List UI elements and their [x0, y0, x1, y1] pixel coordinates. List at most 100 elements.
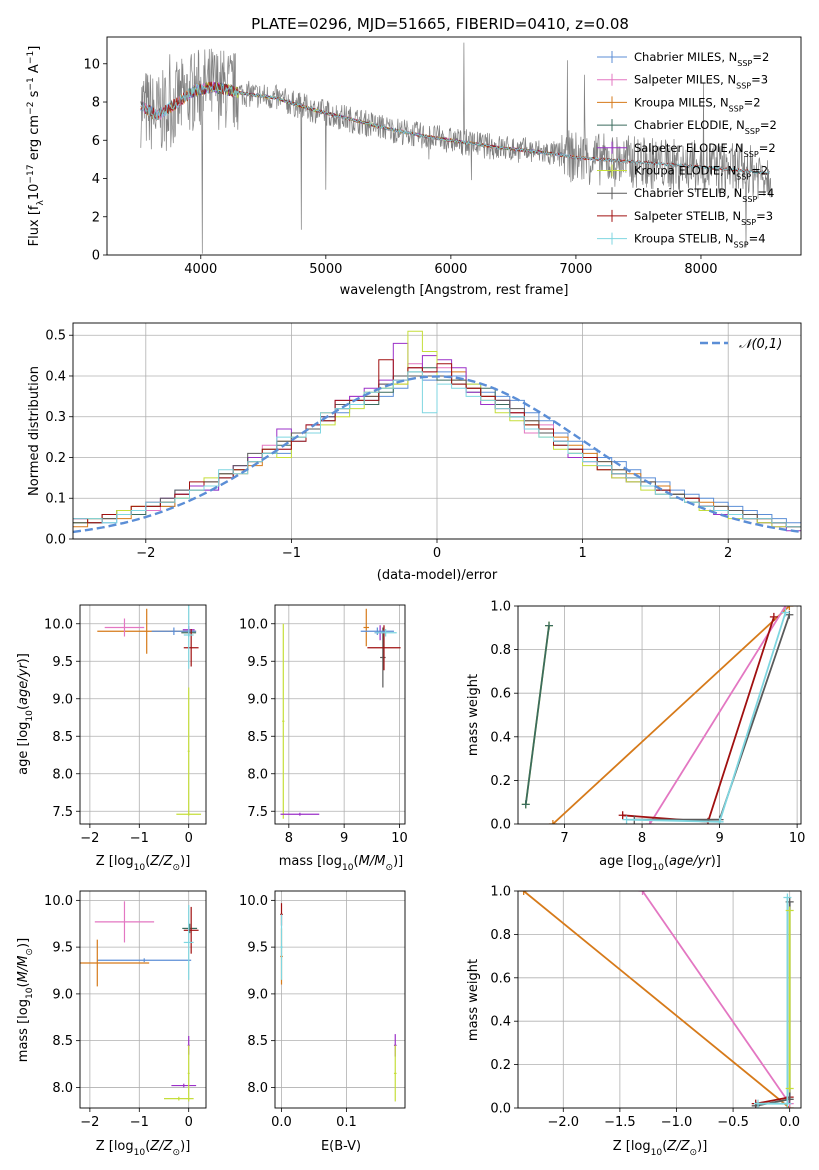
- errorbar-point: [393, 1045, 397, 1102]
- legend-label: Kroupa MILES, NSSP=2: [634, 95, 761, 113]
- x-tick-label: 7000: [559, 262, 592, 277]
- y-tick-label: 10.0: [239, 617, 268, 632]
- massweight-marker: [781, 608, 790, 617]
- y-tick-label: 8.5: [247, 730, 268, 745]
- x-tick-label: 6000: [434, 262, 467, 277]
- plot-area: [80, 901, 199, 1102]
- errorbar-point: [380, 627, 386, 688]
- y-tick-label: 0.4: [490, 730, 511, 745]
- errorbar-point: [280, 914, 283, 980]
- x-tick-label: 7: [560, 831, 568, 846]
- massweight-line: [758, 897, 789, 1105]
- x-tick-label: 0.1: [336, 1115, 357, 1130]
- legend-label: Kroupa ELODIE, NSSP=2: [634, 164, 768, 182]
- axes-frame: [79, 890, 207, 1109]
- axes-frame: [79, 604, 207, 825]
- x-axis-label: Z [log10(Z/Z⊙)]: [96, 854, 191, 873]
- massweight-marker: [715, 817, 724, 824]
- y-tick-label: 0.2: [45, 451, 66, 466]
- massweight-vs-age-panel: 7 8 9 10 0.0 0.2 0.4 0.6 0.8 1.0 age [log10(age/yr…: [466, 600, 805, 874]
- y-tick-label: 0.2: [490, 774, 511, 789]
- y-tick-label: 9.5: [247, 655, 268, 670]
- x-tick-label: −2: [80, 831, 99, 846]
- y-tick-label: 0.0: [490, 1102, 511, 1117]
- y-tick-label: 0.3: [45, 410, 66, 425]
- x-axis-label: E(B-V): [321, 1139, 361, 1154]
- x-tick-label: −1: [282, 546, 301, 561]
- y-axis-label: Normed distribution: [27, 366, 42, 496]
- plot-area: [280, 903, 397, 1102]
- massweight-marker: [783, 1099, 792, 1108]
- massweight-marker: [753, 1099, 762, 1108]
- errorbar-point: [360, 627, 394, 635]
- legend-label: Salpeter ELODIE, NSSP=2: [634, 141, 776, 159]
- x-tick-label: −1: [130, 1115, 149, 1130]
- y-tick-label: 9.0: [247, 987, 268, 1002]
- massweight-marker: [769, 612, 778, 621]
- errorbar-point: [151, 627, 197, 635]
- y-tick-label: 0.6: [490, 971, 511, 986]
- y-tick-label: 0.8: [490, 643, 511, 658]
- normal-reference-curve: [73, 375, 801, 534]
- y-tick-label: 7.5: [247, 805, 268, 820]
- x-tick-label: −0.5: [717, 1115, 749, 1130]
- legend-label: 𝒩(0,1): [739, 337, 782, 352]
- y-tick-label: 10.0: [239, 894, 268, 909]
- y-tick-label: 4: [92, 172, 100, 187]
- y-tick-label: 0.2: [490, 1058, 511, 1073]
- model-fit-line: [140, 81, 629, 164]
- plot-area: [519, 891, 794, 1108]
- y-tick-label: 0.0: [490, 818, 511, 833]
- y-tick-label: 0: [92, 249, 100, 264]
- x-axis-label: Z [log10(Z/Z⊙)]: [96, 1139, 191, 1158]
- errorbar-point: [183, 605, 194, 669]
- massweight-line: [523, 891, 791, 1108]
- x-tick-label: 0: [185, 831, 193, 846]
- x-tick-label: 9: [340, 831, 348, 846]
- y-tick-label: 1.0: [490, 600, 511, 615]
- errorbar-point: [94, 901, 155, 943]
- errorbar-point: [187, 687, 190, 815]
- massweight-marker: [645, 820, 654, 824]
- axes-frame: [274, 890, 406, 1109]
- plot-area: [521, 606, 794, 824]
- y-tick-label: 0.0: [45, 533, 66, 548]
- spectrum-panel: 4000 5000 6000 7000 8000 0 2 4 6 8 10 wavelength [A…: [26, 36, 802, 298]
- figure-title: PLATE=0296, MJD=51665, FIBERID=0410, z=0…: [251, 15, 629, 33]
- axes-frame: [517, 890, 802, 1109]
- y-tick-label: 7.5: [52, 805, 73, 820]
- x-tick-label: −1.0: [661, 1115, 693, 1130]
- mass-vs-ebv-panel: 0.0 0.1 8.0 8.5 9.0 9.5 10.0 E(B-V): [239, 890, 406, 1154]
- errorbar-point: [367, 625, 401, 671]
- legend-label: Kroupa STELIB, NSSP=4: [634, 232, 766, 250]
- massweight-marker: [638, 891, 647, 895]
- errorbar-point: [374, 629, 397, 637]
- massweight-vs-metallicity-panel: −2.0 −1.5 −1.0 −0.5 0.0 0.0 0.2 0.4 0.6 0.8 1.0 Z […: [466, 885, 802, 1158]
- y-tick-label: 8.5: [52, 730, 73, 745]
- errorbar-point: [171, 1083, 197, 1088]
- y-tick-label: 10.0: [44, 617, 73, 632]
- errorbar-point: [363, 608, 370, 647]
- y-tick-label: 0.8: [490, 928, 511, 943]
- y-tick-label: 9.0: [247, 692, 268, 707]
- y-tick-label: 9.5: [52, 655, 73, 670]
- axes-frame: [517, 605, 802, 825]
- legend-label: Chabrier ELODIE, NSSP=2: [634, 118, 777, 136]
- massweight-line: [641, 891, 791, 1105]
- x-tick-label: 2: [724, 546, 732, 561]
- errorbar-point: [80, 939, 150, 987]
- y-tick-label: 9.5: [52, 941, 73, 956]
- mass-vs-metallicity-panel: −2 −1 0 8.0 8.5 9.0 9.5 10.0 Z [log10(Z/Z⊙)] mass…: [16, 890, 207, 1158]
- y-tick-label: 0.6: [490, 687, 511, 702]
- massweight-line: [755, 1096, 790, 1105]
- errorbar-point: [280, 812, 320, 816]
- axes-frame: [106, 36, 802, 256]
- y-tick-label: 8.0: [247, 767, 268, 782]
- y-tick-label: 2: [92, 210, 100, 225]
- model-fit-line: [140, 81, 629, 163]
- legend-label: Salpeter MILES, NSSP=3: [634, 73, 768, 91]
- age-vs-mass-panel: 8 9 10 7.5 8.0 8.5 9.0 9.5 10.0 mass [log10(M/M⊙)…: [239, 604, 408, 873]
- x-tick-label: 5000: [309, 262, 342, 277]
- x-tick-label: −2: [136, 546, 155, 561]
